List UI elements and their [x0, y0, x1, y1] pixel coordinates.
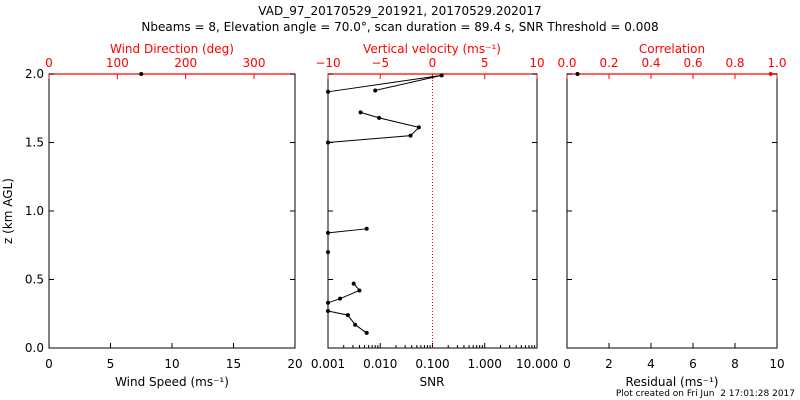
figure-title: VAD_97_20170529_201921, 20170529.202017 [258, 4, 541, 18]
data-point [326, 89, 330, 94]
data-point [373, 88, 378, 93]
data-point [364, 330, 369, 335]
top-tick-label: 0.6 [683, 56, 702, 70]
x-tick-label: 10 [769, 357, 784, 371]
series-line [327, 283, 361, 304]
data-point [357, 288, 362, 293]
y-tick-label: 1.0 [25, 204, 44, 218]
top-tick-label: −10 [315, 56, 340, 70]
x-tick-label: 0 [563, 357, 571, 371]
panel-frame [566, 73, 778, 349]
bottom-ticks: 0.001 0.010 0.100 1.000 10.000 [311, 343, 558, 371]
data-point [408, 133, 413, 138]
series-line [327, 310, 367, 334]
marks [139, 72, 144, 76]
top-ticks: −10 −5 0 5 10 [315, 56, 545, 79]
top-tick-label: 0.2 [599, 56, 618, 70]
x-tick-label: 4 [647, 357, 655, 371]
top-tick-label: 0 [429, 56, 437, 70]
series-line [327, 228, 367, 234]
top-axis-label: Wind Direction (deg) [110, 42, 234, 56]
panel-residual: 0 2 4 6 8 10 0.0 0.2 0.4 0.6 0.8 1.0 Residual (ms⁻… [557, 42, 786, 389]
marks [326, 73, 444, 348]
x-tick-label: 6 [689, 357, 697, 371]
data-point [139, 72, 144, 76]
panel-snr: 0.001 0.010 0.100 1.000 10.000 −10 −5 0 5 10 SNR… [311, 42, 558, 389]
data-point [326, 309, 330, 314]
data-point [439, 73, 444, 78]
x-tick-label: 5 [107, 357, 115, 371]
figure-subtitle: Nbeams = 8, Elevation angle = 70.0°, sca… [141, 20, 658, 34]
panel-wind: 0 5 10 15 20 0 100 200 300 0.0 0.5 1.0 1.5 2.0 Wind… [1, 42, 303, 389]
x-tick-label: 1.000 [468, 357, 502, 371]
x-tick-label: 10 [164, 357, 179, 371]
top-tick-label: 0 [45, 56, 53, 70]
series-line [327, 74, 442, 93]
data-point [416, 125, 421, 130]
top-axis-label: Vertical velocity (ms⁻¹) [363, 42, 501, 56]
data-point [345, 313, 350, 318]
data-point [364, 226, 369, 231]
x-tick-label: 15 [226, 357, 241, 371]
data-point [353, 322, 358, 327]
plot-footer: Plot created on Fri Jun 2 17:01:28 2017 [616, 389, 795, 399]
top-tick-label: 5 [481, 56, 489, 70]
top-tick-label: 1.0 [767, 56, 786, 70]
data-point [377, 115, 382, 120]
x-tick-label: 10.000 [516, 357, 558, 371]
top-tick-label: 100 [106, 56, 129, 70]
series-line [327, 111, 420, 143]
x-tick-label: 0 [45, 357, 53, 371]
panel-frame [327, 73, 538, 349]
x-tick-label: 0.100 [415, 357, 449, 371]
top-ticks: 0.0 0.2 0.4 0.6 0.8 1.0 [557, 56, 787, 79]
x-tick-label: 0.001 [311, 357, 345, 371]
y-tick-label: 0.0 [25, 341, 44, 355]
data-point [575, 72, 580, 76]
y-tick-label: 1.5 [25, 136, 44, 150]
top-tick-label: 0.4 [641, 56, 660, 70]
top-tick-label: 200 [174, 56, 197, 70]
data-point [326, 140, 330, 145]
y-ticks [567, 73, 777, 349]
bottom-ticks: 0 5 10 15 20 [45, 343, 303, 371]
bottom-ticks: 0 2 4 6 8 10 [563, 343, 785, 371]
y-ticks [328, 73, 537, 349]
data-point [338, 296, 343, 301]
marks [575, 72, 773, 76]
top-tick-label: 10 [529, 56, 544, 70]
y-tick-label: 2.0 [25, 67, 44, 81]
x-tick-label: 2 [605, 357, 613, 371]
top-ticks: 0 100 200 300 [45, 56, 295, 79]
x-axis-label: Residual (ms⁻¹) [626, 375, 719, 389]
x-axis-label: SNR [420, 375, 445, 389]
top-tick-label: 300 [243, 56, 266, 70]
top-axis-label: Correlation [639, 42, 705, 56]
data-point [351, 281, 356, 286]
x-tick-label: 20 [287, 357, 302, 371]
data-point [326, 300, 330, 305]
y-ticks: 0.0 0.5 1.0 1.5 2.0 [25, 67, 295, 355]
data-point [326, 230, 330, 235]
x-tick-label: 0.010 [363, 357, 397, 371]
data-point [358, 110, 363, 115]
data-point [768, 72, 773, 76]
y-tick-label: 0.5 [25, 273, 44, 287]
top-tick-label: −5 [371, 56, 389, 70]
y-axis-label: z (km AGL) [1, 178, 15, 244]
top-tick-label: 0.0 [557, 56, 576, 70]
panel-frame [48, 73, 296, 349]
top-tick-label: 0.8 [725, 56, 744, 70]
x-tick-label: 8 [731, 357, 739, 371]
data-point [326, 250, 330, 255]
x-axis-label: Wind Speed (ms⁻¹) [115, 375, 229, 389]
